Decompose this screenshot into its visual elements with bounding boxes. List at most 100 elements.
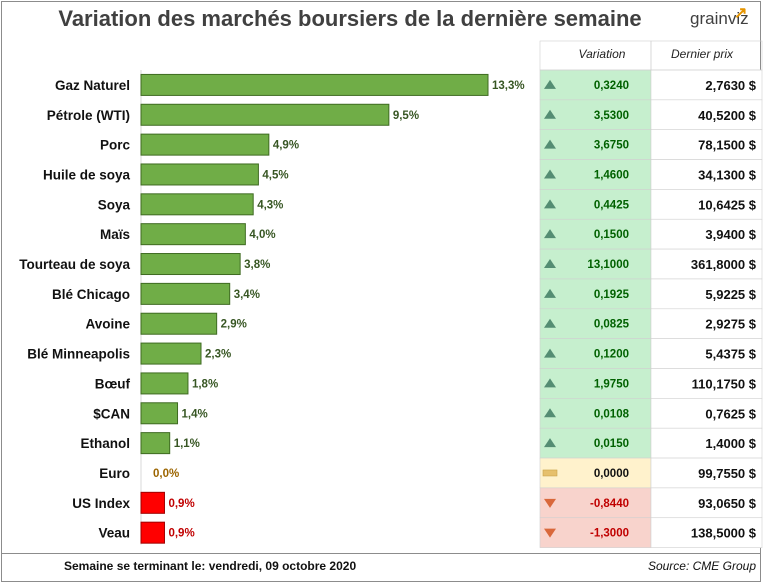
variation-value: 0,0825 <box>594 319 630 331</box>
category-label: Porc <box>100 138 131 153</box>
variation-value: 0,0108 <box>594 408 630 420</box>
data-label: 4,0% <box>249 229 275 241</box>
grainviz-logo: grainviz ↗ <box>690 5 760 39</box>
last-price-value: 5,4375 $ <box>705 347 756 362</box>
category-label: Maïs <box>100 227 130 242</box>
variation-value: 0,1500 <box>594 229 629 241</box>
variation-value: 0,0150 <box>594 438 629 450</box>
variation-header-cell <box>539 40 652 71</box>
last-price-cell <box>650 99 763 130</box>
page-title: Variation des marchés boursiers de la de… <box>58 6 642 31</box>
variation-value: 0,4425 <box>594 199 630 211</box>
data-label: 0,9% <box>168 528 194 540</box>
bar <box>140 193 254 216</box>
last-price-value: 40,5200 $ <box>698 108 757 123</box>
category-label: Avoine <box>85 317 130 332</box>
data-label: 0,0% <box>153 468 179 480</box>
logo-arrow-icon: ↗ <box>734 5 748 22</box>
bar <box>140 432 171 455</box>
data-label: 2,9% <box>221 319 247 331</box>
category-label: US Index <box>72 496 130 511</box>
up-triangle-icon <box>544 318 556 328</box>
neutral-bar-icon <box>542 469 558 477</box>
last-price-header-cell <box>650 40 763 71</box>
bar <box>140 342 202 365</box>
last-price-cell <box>650 218 763 250</box>
last-price-value: 5,9225 $ <box>705 287 756 302</box>
last-price-value: 3,9400 $ <box>705 227 756 242</box>
data-label: 2,3% <box>205 349 231 361</box>
last-price-cell <box>650 368 763 399</box>
down-triangle-icon <box>544 498 556 508</box>
up-triangle-icon <box>544 288 556 298</box>
bar <box>140 73 489 96</box>
last-price-value: 2,9275 $ <box>705 317 756 332</box>
category-label: Gaz Naturel <box>55 78 130 93</box>
category-label: Pétrole (WTI) <box>47 108 130 123</box>
last-price-cell <box>650 248 763 280</box>
column-header-last-price: Dernier prix <box>670 47 733 61</box>
variation-cell <box>539 517 652 548</box>
variation-value: 1,4600 <box>594 169 629 181</box>
last-price-cell <box>650 159 763 190</box>
logo-text-suffix: viz <box>727 9 749 28</box>
bar <box>140 103 390 126</box>
variation-value: 3,6750 <box>594 140 629 152</box>
last-price-cell <box>650 278 763 310</box>
last-price-value: 99,7550 $ <box>698 466 757 481</box>
variation-cell <box>539 368 652 399</box>
category-label: Euro <box>99 466 130 481</box>
category-label: Tourteau de soya <box>19 257 130 272</box>
bar <box>140 372 189 395</box>
last-price-cell <box>650 308 763 339</box>
variation-value: 0,0000 <box>594 468 629 480</box>
data-label: 0,9% <box>168 498 194 510</box>
category-label: Blé Chicago <box>52 287 130 302</box>
category-label: Soya <box>98 197 131 212</box>
category-label: Blé Minneapolis <box>27 347 130 362</box>
variation-value: 0,1925 <box>594 289 630 301</box>
category-label: Bœuf <box>95 376 131 391</box>
data-label: 1,1% <box>174 438 200 450</box>
last-price-value: 34,1300 $ <box>698 167 757 182</box>
last-price-cell <box>650 189 763 220</box>
variation-value: 3,5300 <box>594 110 629 122</box>
up-triangle-icon <box>544 79 556 89</box>
data-label: 1,8% <box>192 378 218 390</box>
data-label: 4,9% <box>273 140 299 152</box>
last-price-value: 110,1750 $ <box>692 376 757 391</box>
variation-value: 0,1200 <box>594 349 629 361</box>
last-price-cell <box>650 338 763 369</box>
last-price-value: 10,6425 $ <box>698 197 757 212</box>
up-triangle-icon <box>544 378 556 388</box>
last-price-value: 78,1500 $ <box>698 138 757 153</box>
variation-cell <box>539 338 652 369</box>
variation-value: 13,1000 <box>587 259 629 271</box>
last-price-value: 138,5000 $ <box>691 526 757 541</box>
up-triangle-icon <box>544 408 556 418</box>
variation-cell <box>539 308 652 339</box>
up-triangle-icon <box>544 229 556 239</box>
bar <box>140 223 246 246</box>
up-triangle-icon <box>544 259 556 269</box>
bar <box>140 491 165 514</box>
up-triangle-icon <box>544 199 556 209</box>
footer-week-ending: Semaine se terminant le: vendredi, 09 oc… <box>64 559 357 573</box>
category-label: Veau <box>98 526 130 541</box>
variation-cell <box>539 278 652 310</box>
down-triangle-icon <box>544 528 556 538</box>
last-price-value: 0,7625 $ <box>705 406 756 421</box>
up-triangle-icon <box>544 139 556 149</box>
last-price-value: 361,8000 $ <box>691 257 757 272</box>
last-price-cell <box>650 517 763 548</box>
data-label: 3,4% <box>234 289 260 301</box>
bar <box>140 402 179 425</box>
last-price-value: 1,4000 $ <box>705 436 756 451</box>
data-label: 4,5% <box>262 169 288 181</box>
data-label: 9,5% <box>393 110 419 122</box>
logo-text-main: grain <box>690 9 728 28</box>
bar <box>140 312 218 335</box>
data-label: 13,3% <box>492 80 525 92</box>
up-triangle-icon <box>544 438 556 448</box>
